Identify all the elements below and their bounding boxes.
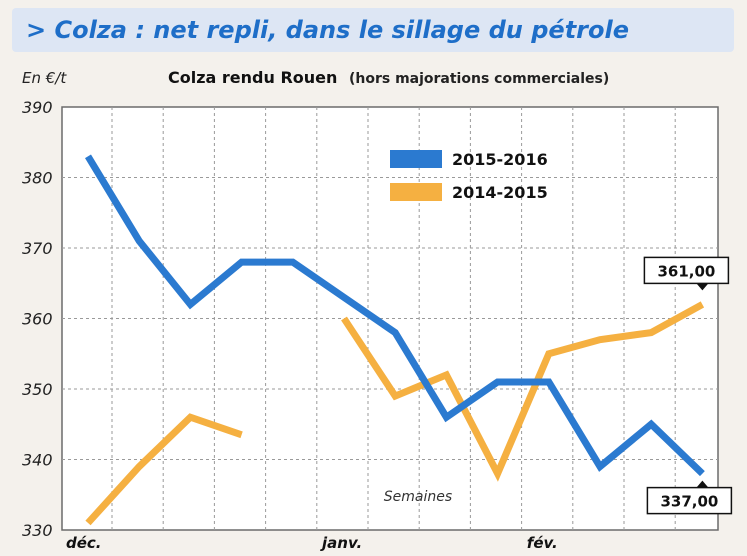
y-tick-label: 380 [22,169,53,188]
chart-title: Colza rendu Rouen (hors majorations comm… [168,68,609,87]
y-tick-label: 390 [22,98,53,117]
x-axis-label: Semaines [384,489,452,505]
y-axis-label: En €/t [22,69,67,87]
y-tick-label: 350 [22,380,53,399]
page-title: > Colza : net repli, dans le sillage du … [26,16,629,44]
legend-swatch [390,150,442,168]
x-axis: déc. janv. fév. [66,534,558,552]
x-tick-label: déc. [66,534,102,552]
series-line-2014-2015 [341,301,705,482]
series-group [85,154,705,526]
chart-subtitle: (hors majorations commerciales) [349,71,609,87]
callout-pointer [696,480,709,488]
y-axis: 330 340 350 360 370 380 390 [22,98,53,540]
callout-box [646,486,733,515]
callout-value: 361,00 [657,262,715,280]
y-tick-label: 370 [22,239,53,258]
value-callouts: 361,00 337,00 [643,256,733,515]
legend-entry: 2014-2015 [452,183,548,202]
legend-swatch [390,183,442,201]
callout-box [643,256,730,285]
series-line-2015-2016 [85,154,705,477]
series-line-2014-2015 [85,413,243,526]
legend-entry: 2015-2016 [452,150,548,169]
chart-title-main: Colza rendu Rouen [168,68,337,87]
x-tick-label: fév. [527,534,558,552]
y-tick-label: 360 [22,310,53,329]
callout-pointer [696,283,709,291]
y-tick-label: 330 [22,521,53,540]
y-tick-label: 340 [22,451,53,470]
callout-value: 337,00 [660,493,718,511]
x-tick-label: janv. [320,534,362,552]
legend: 2015-2016 2014-2015 [390,150,548,202]
header-banner: > Colza : net repli, dans le sillage du … [12,8,734,52]
